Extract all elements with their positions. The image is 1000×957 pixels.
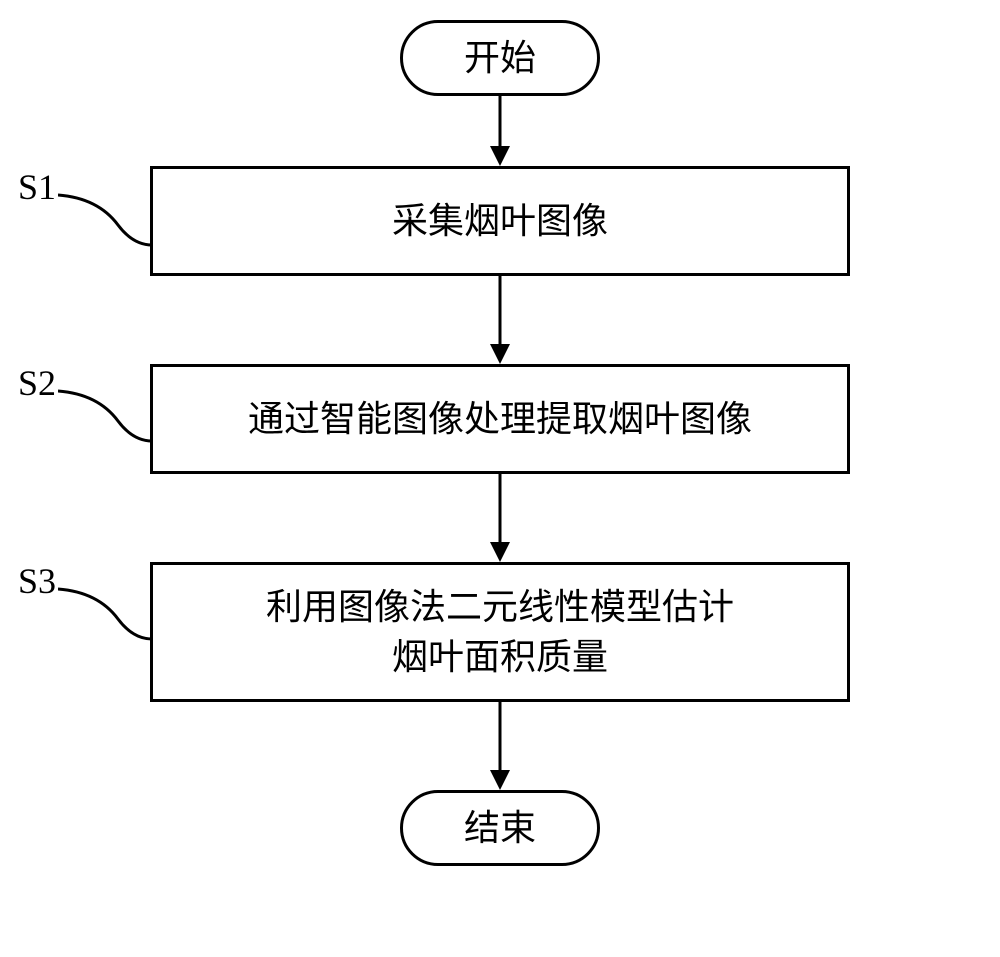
s3-text: 利用图像法二元线性模型估计烟叶面积质量 bbox=[266, 582, 734, 683]
end-label: 结束 bbox=[464, 803, 536, 853]
arrow-icon bbox=[480, 96, 520, 166]
label-curve-s1 bbox=[58, 190, 153, 250]
flowchart-container: 开始 采集烟叶图像 通过智能图像处理提取烟叶图像 利用图像法二元线性模型估计烟叶… bbox=[50, 20, 950, 866]
end-terminal: 结束 bbox=[400, 790, 600, 866]
arrow-s3-to-end bbox=[50, 702, 950, 790]
s2-text: 通过智能图像处理提取烟叶图像 bbox=[248, 394, 752, 444]
arrow-icon bbox=[480, 702, 520, 790]
label-curve-s3 bbox=[58, 584, 153, 644]
arrow-s2-to-s3 bbox=[50, 474, 950, 562]
process-s2: 通过智能图像处理提取烟叶图像 bbox=[150, 364, 850, 474]
process-s1: 采集烟叶图像 bbox=[150, 166, 850, 276]
step-label-s3: S3 bbox=[18, 560, 56, 602]
start-label: 开始 bbox=[464, 33, 536, 83]
process-s3: 利用图像法二元线性模型估计烟叶面积质量 bbox=[150, 562, 850, 702]
arrow-s1-to-s2 bbox=[50, 276, 950, 364]
arrow-start-to-s1 bbox=[50, 96, 950, 166]
start-terminal: 开始 bbox=[400, 20, 600, 96]
arrow-icon bbox=[480, 474, 520, 562]
label-curve-s2 bbox=[58, 386, 153, 446]
arrow-icon bbox=[480, 276, 520, 364]
s1-text: 采集烟叶图像 bbox=[392, 196, 608, 246]
step-label-s1: S1 bbox=[18, 166, 56, 208]
step-label-s2: S2 bbox=[18, 362, 56, 404]
